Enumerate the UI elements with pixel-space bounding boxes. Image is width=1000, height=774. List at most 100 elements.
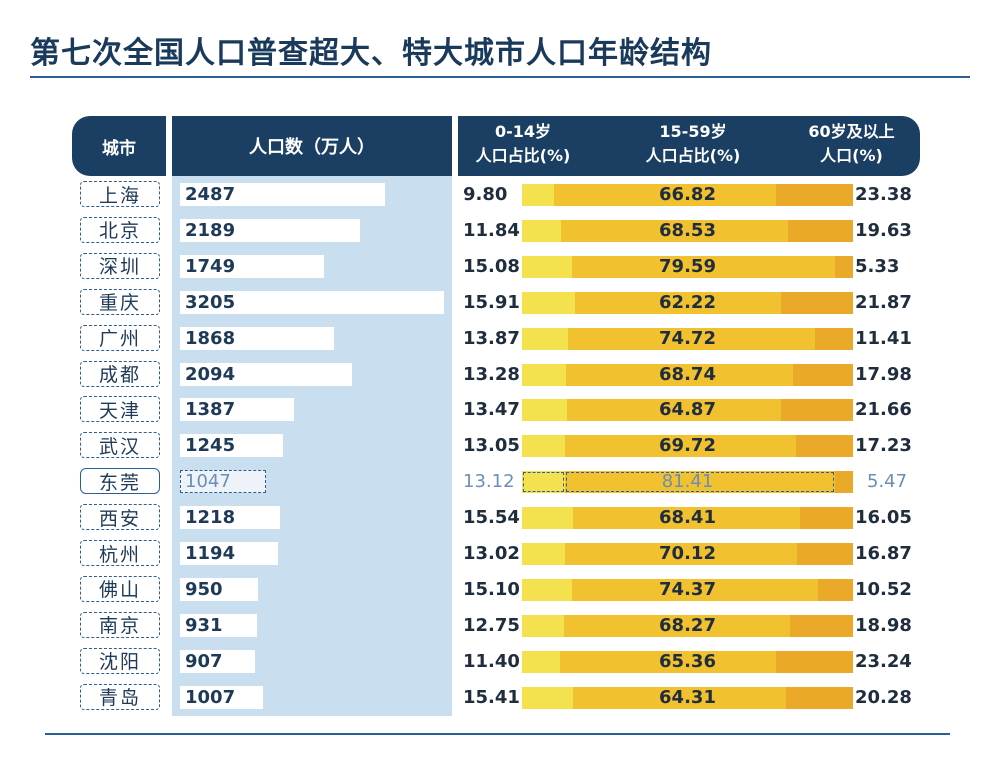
population-value: 1387 bbox=[185, 399, 236, 421]
age-60-plus-value: 21.87 bbox=[855, 291, 912, 313]
age-60-plus-segment bbox=[795, 435, 853, 458]
header-age-60-plus: 60岁及以上 人口(%) bbox=[808, 122, 895, 165]
age-stack-bar bbox=[522, 471, 853, 494]
age-60-plus-value: 21.66 bbox=[855, 399, 912, 421]
age-15-59-segment bbox=[565, 363, 794, 386]
age-60-plus-value: 23.38 bbox=[855, 184, 912, 205]
population-value: 2189 bbox=[185, 219, 236, 241]
population-value: 1749 bbox=[185, 255, 236, 277]
age-60-plus-segment bbox=[834, 471, 853, 494]
population-value: 931 bbox=[185, 614, 223, 636]
age-stack-bar bbox=[522, 650, 853, 673]
age-15-59-value: 68.74 bbox=[659, 363, 716, 385]
age-60-plus-segment bbox=[797, 543, 853, 565]
age-60-plus-value: 5.47 bbox=[867, 471, 908, 493]
table-row: 天津 1387 13.47 64.87 21.66 bbox=[0, 392, 1000, 428]
age-0-14-value: 13.47 bbox=[463, 399, 520, 421]
header-population: 人口数（万人） bbox=[172, 116, 452, 176]
age-0-14-value: 15.54 bbox=[463, 507, 520, 529]
age-60-plus-value: 10.52 bbox=[855, 578, 912, 600]
age-0-14-value: 15.10 bbox=[463, 578, 520, 600]
age-15-59-value: 65.36 bbox=[659, 650, 716, 672]
age-15-59-value: 74.37 bbox=[659, 578, 716, 600]
age-60-plus-segment bbox=[793, 363, 853, 386]
table-row: 上海 2487 9.80 66.82 23.38 bbox=[0, 177, 1000, 213]
header-age-ratios: 0-14岁 人口占比(%) 15-59岁 人口占比(%) 60岁及以上 人口(%… bbox=[458, 116, 920, 176]
age-stack-bar bbox=[522, 614, 853, 637]
population-bar bbox=[180, 649, 255, 673]
age-15-59-value: 62.22 bbox=[659, 291, 716, 313]
table-row: 武汉 1245 13.05 69.72 17.23 bbox=[0, 428, 1000, 464]
age-stack-bar bbox=[522, 255, 853, 278]
age-60-plus-value: 17.98 bbox=[855, 363, 912, 385]
age-0-14-value: 15.08 bbox=[463, 255, 520, 277]
age-0-14-segment bbox=[522, 399, 567, 422]
population-value: 2487 bbox=[185, 184, 236, 205]
age-15-59-segment bbox=[565, 435, 796, 458]
header-age-0-14: 0-14岁 人口占比(%) bbox=[475, 122, 571, 165]
age-60-plus-value: 20.28 bbox=[855, 686, 912, 708]
age-15-59-value: 68.27 bbox=[659, 614, 716, 636]
age-15-59-segment bbox=[573, 686, 786, 709]
age-stack-bar bbox=[522, 219, 853, 242]
city-label: 北京 bbox=[80, 216, 160, 243]
age-stack-bar bbox=[522, 327, 853, 350]
table-row: 杭州 1194 13.02 70.12 16.87 bbox=[0, 536, 1000, 572]
age-0-14-value: 9.80 bbox=[463, 184, 508, 205]
age-0-14-segment bbox=[522, 471, 566, 494]
population-bar bbox=[180, 577, 258, 601]
population-value: 2094 bbox=[185, 363, 236, 385]
age-60-plus-segment bbox=[818, 578, 853, 601]
city-label: 武汉 bbox=[80, 432, 160, 459]
table-row: 青岛 1007 15.41 64.31 20.28 bbox=[0, 680, 1000, 716]
age-60-plus-segment bbox=[790, 614, 853, 637]
age-60-plus-value: 23.24 bbox=[855, 650, 912, 672]
age-0-14-segment bbox=[522, 435, 566, 458]
population-value: 1194 bbox=[185, 543, 236, 564]
age-60-plus-value: 18.98 bbox=[855, 614, 912, 636]
age-stack-bar bbox=[522, 507, 853, 530]
population-bar bbox=[180, 290, 444, 314]
population-bar bbox=[180, 613, 257, 637]
age-stack-bar bbox=[522, 184, 853, 206]
age-stack-bar bbox=[522, 291, 853, 314]
population-value: 1218 bbox=[185, 507, 236, 529]
age-0-14-segment bbox=[522, 614, 565, 637]
age-0-14-segment bbox=[522, 184, 555, 206]
city-label: 沈阳 bbox=[80, 647, 160, 674]
title-divider bbox=[30, 76, 970, 78]
age-15-59-segment bbox=[571, 578, 819, 601]
age-0-14-value: 13.12 bbox=[463, 471, 515, 493]
age-15-59-value: 69.72 bbox=[659, 435, 716, 457]
age-15-59-value: 64.31 bbox=[659, 686, 716, 708]
age-60-plus-segment bbox=[788, 219, 853, 242]
population-bar bbox=[180, 434, 283, 458]
population-bar bbox=[180, 542, 278, 565]
age-60-plus-segment bbox=[799, 507, 853, 530]
age-60-plus-segment bbox=[815, 327, 853, 350]
age-stack-bar bbox=[522, 578, 853, 601]
age-0-14-value: 13.28 bbox=[463, 363, 520, 385]
age-0-14-segment bbox=[522, 507, 574, 530]
header-age-15-59: 15-59岁 人口占比(%) bbox=[645, 122, 741, 165]
age-60-plus-value: 5.33 bbox=[855, 255, 900, 277]
age-stack-bar bbox=[522, 686, 853, 709]
chart-title: 第七次全国人口普查超大、特大城市人口年龄结构 bbox=[30, 36, 712, 71]
city-label: 杭州 bbox=[80, 540, 160, 566]
age-60-plus-value: 16.87 bbox=[855, 543, 912, 564]
city-label: 东莞 bbox=[80, 468, 160, 495]
age-0-14-segment bbox=[522, 219, 562, 242]
age-60-plus-value: 11.41 bbox=[855, 327, 912, 349]
age-15-59-value: 68.41 bbox=[659, 507, 716, 529]
age-60-plus-value: 17.23 bbox=[855, 435, 912, 457]
table-row: 东莞 1047 13.12 81.41 5.47 bbox=[0, 464, 1000, 500]
city-label: 广州 bbox=[80, 324, 160, 351]
age-15-59-value: 68.53 bbox=[659, 219, 716, 241]
age-0-14-value: 13.87 bbox=[463, 327, 520, 349]
age-60-plus-segment bbox=[776, 650, 853, 673]
age-15-59-segment bbox=[565, 471, 835, 494]
population-value: 1047 bbox=[185, 471, 231, 493]
age-stack-bar bbox=[522, 543, 853, 565]
age-15-59-value: 81.41 bbox=[661, 471, 714, 493]
age-15-59-segment bbox=[574, 291, 781, 314]
